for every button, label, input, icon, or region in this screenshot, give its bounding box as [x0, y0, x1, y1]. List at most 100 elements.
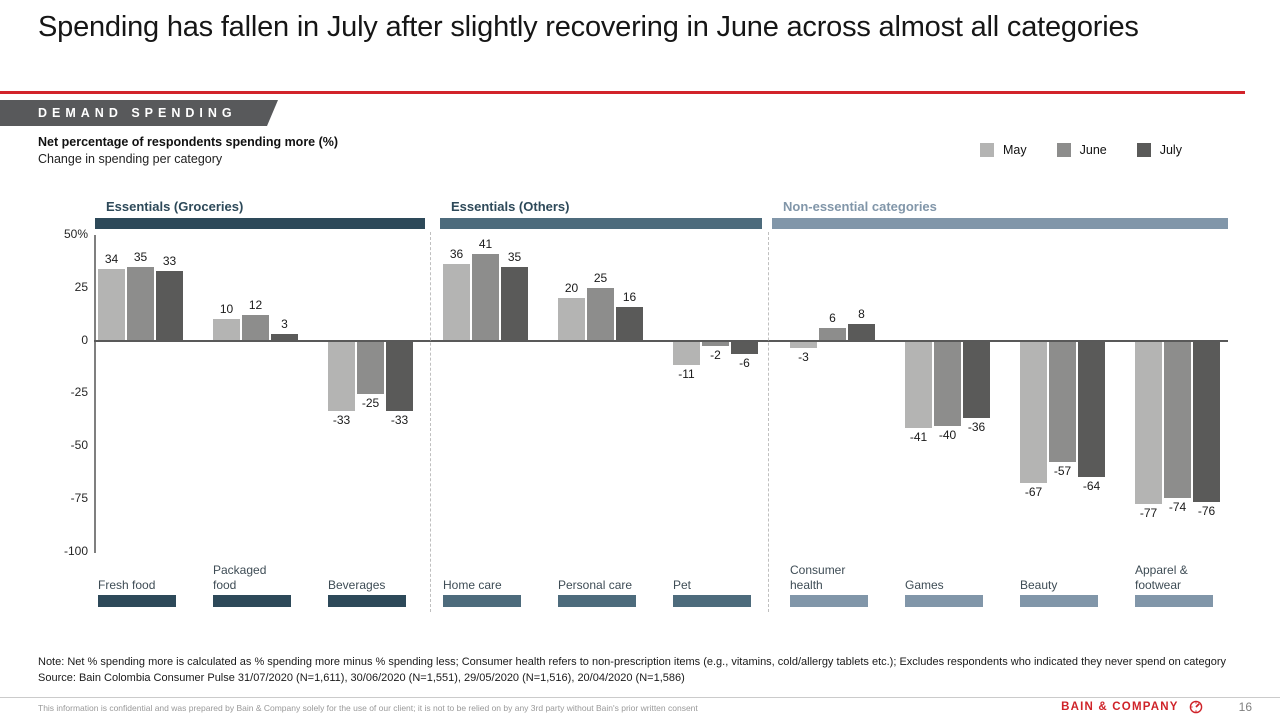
legend-item-july: July — [1136, 143, 1182, 157]
category-label: Personal care — [558, 578, 633, 592]
legend-swatch-may — [980, 143, 994, 157]
chart-legend: May June July — [980, 143, 1182, 157]
bar-value-label: 25 — [593, 270, 608, 285]
group-header-bar — [95, 218, 425, 229]
category-underline-bar — [213, 595, 291, 607]
bar — [156, 270, 183, 341]
source-text: Source: Bain Colombia Consumer Pulse 31/… — [38, 672, 685, 684]
note-text: Note: Net % spending more is calculated … — [38, 656, 1226, 668]
bar-value-label: -33 — [390, 413, 409, 428]
bar — [1193, 341, 1220, 503]
bar-value-label: 6 — [829, 310, 836, 325]
footer-divider — [0, 697, 1280, 698]
slide-title: Spending has fallen in July after slight… — [38, 11, 1139, 43]
bar — [127, 266, 154, 341]
category-underline-bar — [558, 595, 636, 607]
group-header-label: Essentials (Groceries) — [106, 199, 244, 214]
bar-value-label: -40 — [938, 428, 957, 443]
bar-value-label: 41 — [478, 236, 493, 251]
bar-value-label: 12 — [248, 298, 263, 313]
bar — [1049, 341, 1076, 462]
category-label: Pet — [673, 578, 692, 592]
bain-compass-icon — [1189, 700, 1202, 714]
legend-swatch-july — [1136, 143, 1151, 157]
bar — [1020, 341, 1047, 484]
bar-value-label: 36 — [449, 247, 464, 262]
group-separator — [768, 232, 769, 612]
category-underline-bar — [673, 595, 751, 607]
chart-subtitle: Change in spending per category — [38, 152, 223, 166]
bar-value-label: -3 — [798, 349, 809, 364]
footer-disclaimer: This information is confidential and was… — [38, 703, 698, 713]
legend-item-june: June — [1056, 143, 1107, 157]
bar — [587, 287, 614, 341]
category-underline-bar — [98, 595, 176, 607]
bar — [934, 341, 961, 427]
bar-value-label: -76 — [1197, 504, 1216, 519]
category-underline-bar — [328, 595, 406, 607]
bar-value-label: -36 — [967, 419, 986, 434]
axis-y — [94, 235, 96, 553]
bar — [702, 341, 729, 346]
group-header-label: Essentials (Others) — [451, 199, 570, 214]
group-header-label: Non-essential categories — [783, 199, 937, 214]
category-label: Beauty — [1020, 578, 1058, 592]
legend-item-may: May — [980, 143, 1027, 157]
bar — [213, 319, 240, 341]
category-underline-bar — [1135, 595, 1213, 607]
category-underline-bar — [905, 595, 983, 607]
bar-value-label: -74 — [1168, 499, 1187, 514]
bar-value-label: -57 — [1053, 463, 1072, 478]
category-label: Home care — [443, 578, 502, 592]
bar — [501, 266, 528, 341]
bar — [386, 341, 413, 412]
bar-value-label: 3 — [281, 317, 288, 332]
bar-value-label: -6 — [739, 356, 750, 371]
bar-value-label: -33 — [332, 413, 351, 428]
legend-label: May — [1003, 143, 1027, 157]
bar — [443, 264, 470, 341]
bar-value-label: -2 — [710, 347, 721, 362]
page-number: 16 — [1238, 700, 1252, 714]
bar-value-label: 8 — [858, 306, 865, 321]
bar — [790, 341, 817, 348]
y-tick-label: 25 — [74, 279, 88, 294]
y-tick-label: -25 — [70, 385, 88, 400]
bar — [848, 323, 875, 341]
y-tick-label: 50% — [63, 226, 88, 241]
bar-value-label: 33 — [162, 253, 177, 268]
group-header-bar — [440, 218, 762, 229]
bar — [1164, 341, 1191, 498]
category-label: Beverages — [328, 578, 386, 592]
legend-swatch-june — [1056, 143, 1071, 157]
category-underline-bar — [443, 595, 521, 607]
bar — [271, 334, 298, 341]
title-divider-rule — [0, 91, 1245, 94]
group-header-bar — [772, 218, 1228, 229]
bar-value-label: -41 — [909, 430, 928, 445]
bar — [1135, 341, 1162, 505]
bar-value-label: -64 — [1082, 478, 1101, 493]
category-label: Games — [905, 578, 944, 592]
legend-label: July — [1159, 143, 1182, 157]
bar-value-label: 34 — [104, 251, 119, 266]
bar — [357, 341, 384, 395]
bar-value-label: 20 — [564, 281, 579, 296]
bar — [472, 253, 499, 341]
section-kicker-banner: DEMAND SPENDING — [0, 100, 278, 126]
category-label: Fresh food — [98, 578, 156, 592]
bar — [616, 306, 643, 341]
y-tick-label: -50 — [70, 438, 88, 453]
brand-wordmark: BAIN & COMPANY — [1061, 701, 1179, 713]
category-underline-bar — [790, 595, 868, 607]
y-tick-label: 0 — [81, 332, 88, 347]
bar-value-label: 10 — [219, 302, 234, 317]
category-label: Packaged food — [213, 563, 267, 592]
bar — [673, 341, 700, 365]
bar — [819, 327, 846, 341]
bar — [242, 315, 269, 341]
axis-zero — [94, 339, 1228, 342]
y-tick-label: -75 — [70, 490, 88, 505]
bar — [558, 298, 585, 341]
